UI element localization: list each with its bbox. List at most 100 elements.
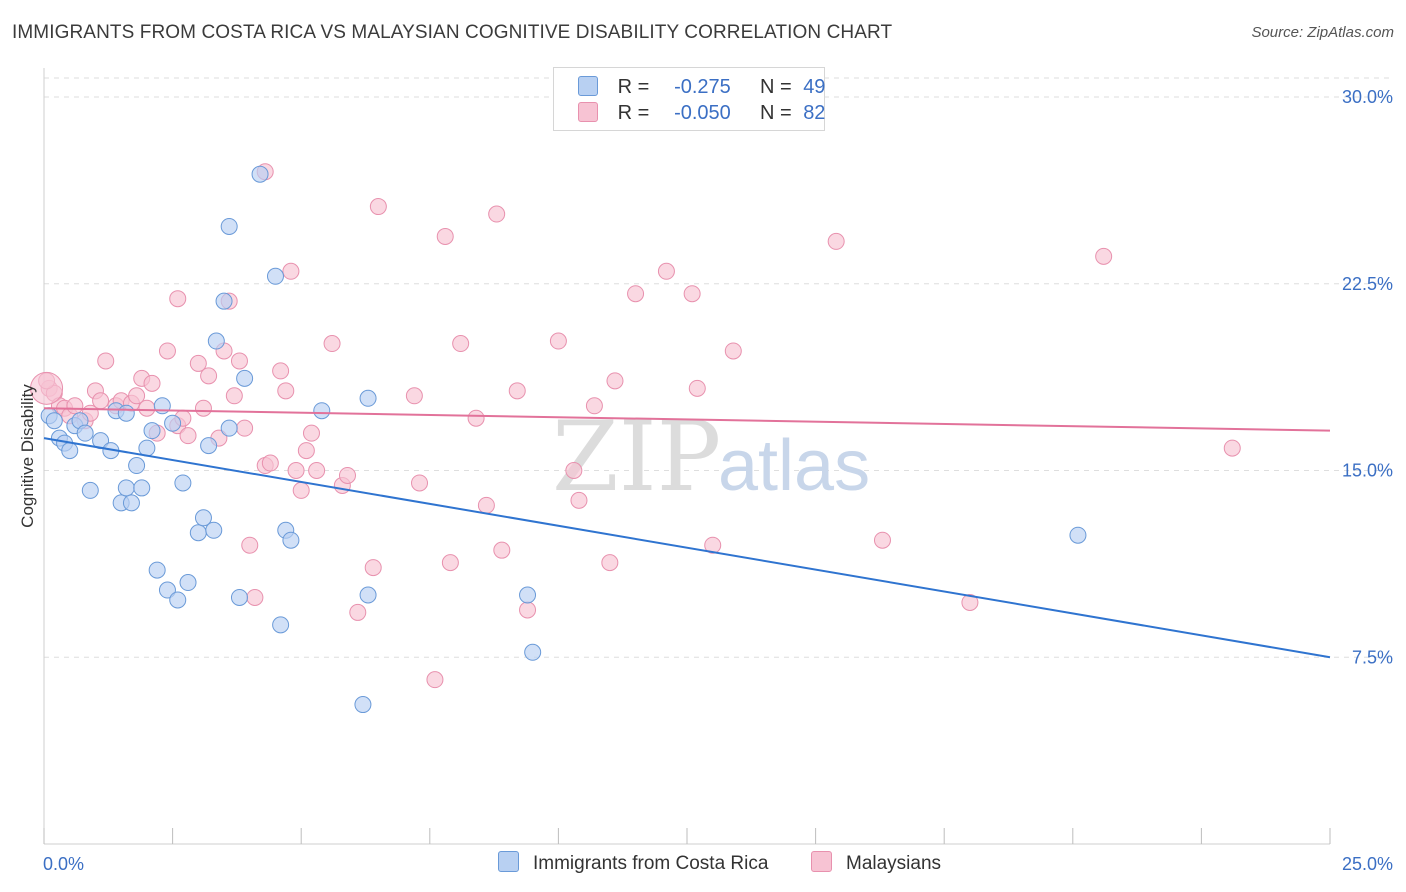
- data-point-blue: [174, 474, 192, 492]
- legend-row-malaysians: R = -0.050 N = 82: [578, 102, 825, 126]
- data-point-pink: [873, 531, 891, 549]
- data-point-pink: [411, 474, 429, 492]
- data-point-blue: [45, 412, 63, 430]
- data-point-pink: [92, 392, 110, 410]
- grid-lines: [44, 77, 1392, 658]
- legend-n-value: 49: [803, 76, 826, 98]
- data-point-pink: [452, 335, 470, 353]
- data-point-pink: [143, 374, 161, 392]
- data-point-pink: [246, 588, 264, 606]
- data-point-blue: [236, 369, 254, 387]
- y-tick-label: 30.0%: [1342, 87, 1393, 107]
- data-point-blue: [207, 332, 225, 350]
- data-point-pink: [272, 362, 290, 380]
- legend-swatch-blue: [578, 76, 598, 96]
- data-point-pink: [724, 342, 742, 360]
- data-point-pink: [138, 399, 156, 417]
- chart-title: IMMIGRANTS FROM COSTA RICA VS MALAYSIAN …: [12, 22, 893, 43]
- data-point-blue: [76, 424, 94, 442]
- data-point-blue: [313, 402, 331, 420]
- data-point-blue: [519, 586, 537, 604]
- data-point-pink: [241, 536, 259, 554]
- data-point-blue: [117, 479, 135, 497]
- data-point-pink: [179, 427, 197, 445]
- data-point-pink: [230, 352, 248, 370]
- legend-n-label: N =: [759, 76, 792, 98]
- data-point-blue: [133, 479, 151, 497]
- x-tick-label-max: 25.0%: [1342, 854, 1393, 874]
- data-point-blue: [158, 581, 176, 599]
- x-tick-label-min: 0.0%: [43, 854, 84, 874]
- data-point-pink: [338, 466, 356, 484]
- data-point-pink: [128, 387, 146, 405]
- data-point-blue: [117, 404, 135, 422]
- data-point-pink: [961, 593, 979, 611]
- data-point-pink: [364, 559, 382, 577]
- data-point-pink: [277, 382, 295, 400]
- trend-line-blue: [43, 437, 1331, 659]
- bottom-legend-swatch-pink: [811, 851, 832, 872]
- data-point-blue: [230, 588, 248, 606]
- data-point-pink: [441, 554, 459, 572]
- data-point-pink: [627, 285, 645, 303]
- data-point-pink: [683, 285, 701, 303]
- data-point-pink: [369, 198, 387, 216]
- data-point-pink: [657, 262, 675, 280]
- data-point-pink: [287, 462, 305, 479]
- data-point-blue: [128, 457, 146, 475]
- data-point-blue: [205, 521, 223, 539]
- data-point-blue: [272, 616, 290, 634]
- data-point-pink: [436, 227, 454, 245]
- y-tick-label: 15.0%: [1342, 461, 1393, 481]
- data-point-pink: [308, 462, 326, 479]
- data-point-pink: [261, 454, 279, 472]
- data-point-pink: [467, 409, 485, 427]
- data-point-pink: [601, 554, 619, 572]
- data-point-blue: [220, 419, 238, 437]
- data-point-pink: [225, 387, 243, 405]
- data-point-blue: [81, 481, 99, 499]
- watermark-atlas: atlas: [718, 426, 870, 506]
- bottom-legend-swatch-blue: [498, 851, 519, 872]
- data-point-blue: [354, 696, 372, 714]
- data-point-pink: [1223, 439, 1241, 457]
- correlation-legend: R = -0.275 N = 49 R = -0.050 N = 82: [553, 67, 825, 131]
- legend-row-costa-rica: R = -0.275 N = 49: [578, 76, 825, 100]
- data-point-blue: [143, 422, 161, 440]
- data-point-pink: [297, 442, 315, 460]
- data-point-pink: [194, 399, 212, 417]
- data-point-pink: [169, 290, 187, 308]
- data-point-blue: [220, 217, 238, 235]
- data-point-pink: [97, 352, 115, 370]
- data-point-pink: [688, 379, 706, 397]
- data-point-pink: [488, 205, 506, 223]
- tick-labels: 7.5% 15.0% 22.5% 30.0% 0.0% 25.0%: [43, 87, 1393, 874]
- scatter-points: [30, 163, 1241, 714]
- legend-r-label: R =: [617, 76, 650, 98]
- axes: [43, 68, 1331, 845]
- data-point-pink: [549, 332, 567, 350]
- data-point-pink: [477, 496, 495, 514]
- data-point-blue: [200, 437, 218, 455]
- data-point-pink: [426, 671, 444, 689]
- data-point-pink: [282, 262, 300, 280]
- data-point-pink: [519, 601, 537, 619]
- data-point-pink: [200, 367, 218, 385]
- data-point-pink: [236, 419, 254, 437]
- legend-swatch-pink: [578, 102, 598, 122]
- data-point-pink: [66, 397, 84, 415]
- data-point-pink: [292, 481, 310, 499]
- data-point-pink: [349, 603, 367, 621]
- bottom-legend-malaysians: Malaysians: [811, 851, 941, 875]
- trend-line-pink: [43, 407, 1331, 432]
- data-point-blue: [266, 267, 284, 285]
- data-point-pink: [585, 397, 603, 415]
- legend-n-label: N =: [759, 102, 792, 124]
- bottom-legend-label: Malaysians: [846, 853, 942, 874]
- data-point-blue: [148, 561, 166, 579]
- data-point-blue: [122, 494, 140, 512]
- data-point-blue: [138, 439, 156, 457]
- data-point-pink: [704, 536, 722, 554]
- data-point-pink: [1095, 247, 1113, 265]
